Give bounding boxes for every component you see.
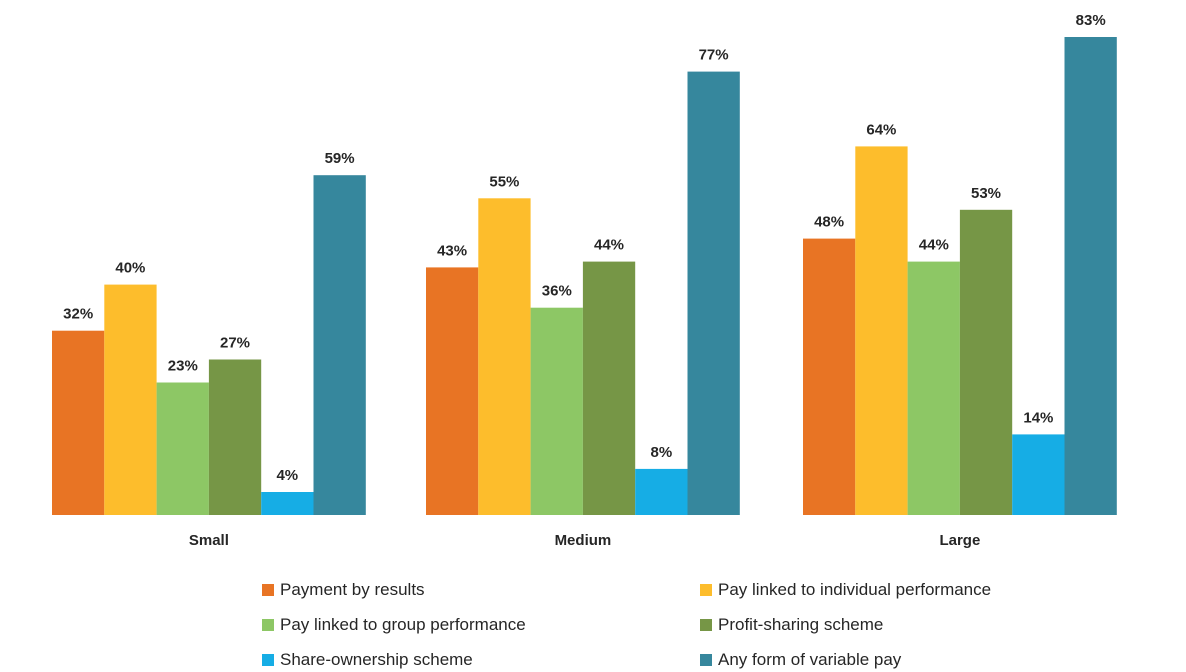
value-labels-layer: 32% 40% 23% 27% 4% 59% 43% 55% 36% 44% 8% 77% 48% 64%… [63, 12, 1106, 484]
legend-label: Pay linked to group performance [280, 615, 526, 634]
bar-large-5 [1012, 434, 1065, 515]
legend-swatch [262, 619, 274, 631]
category-label-medium: Medium [555, 532, 612, 549]
data-label-medium-5: 8% [651, 444, 673, 461]
data-label-large-1: 48% [814, 214, 844, 231]
legend-label: Profit-sharing scheme [718, 615, 884, 634]
data-label-small-5: 4% [276, 467, 298, 484]
legend-label: Share-ownership scheme [280, 650, 473, 669]
data-label-medium-1: 43% [437, 242, 467, 259]
legend-item-1: Payment by results [262, 578, 425, 602]
bar-small-5 [261, 492, 314, 515]
bar-medium-6 [687, 71, 740, 515]
bar-large-6 [1064, 37, 1117, 515]
data-label-medium-2: 55% [489, 173, 519, 190]
bar-small-3 [156, 382, 209, 515]
data-label-large-2: 64% [866, 121, 896, 138]
bar-small-2 [104, 284, 157, 515]
bar-large-3 [907, 261, 960, 515]
data-label-large-3: 44% [919, 237, 949, 254]
category-label-small: Small [189, 532, 229, 549]
bar-medium-2 [478, 198, 531, 516]
bar-medium-4 [582, 261, 636, 515]
bar-small-4 [208, 359, 262, 515]
data-label-small-6: 59% [325, 150, 355, 167]
bar-large-1 [803, 238, 856, 515]
legend-label: Any form of variable pay [718, 650, 902, 669]
category-labels-layer: Small Medium Large [189, 532, 980, 549]
legend-swatch [700, 584, 712, 596]
bar-large-4 [959, 209, 1013, 516]
bar-large-2 [855, 146, 908, 515]
bar-medium-3 [530, 307, 583, 515]
data-label-medium-6: 77% [699, 47, 729, 64]
data-label-large-4: 53% [971, 185, 1001, 202]
data-label-small-3: 23% [168, 358, 198, 375]
category-label-large: Large [939, 532, 980, 549]
legend-label: Pay linked to individual performance [718, 580, 992, 599]
bars-layer [52, 37, 1117, 516]
data-label-medium-3: 36% [542, 283, 572, 300]
legend-swatch [262, 654, 274, 666]
legend-label: Payment by results [280, 580, 425, 599]
data-label-small-2: 40% [115, 260, 145, 277]
bar-small-1 [52, 330, 105, 515]
bar-chart: 32% 40% 23% 27% 4% 59% 43% 55% 36% 44% 8% 77% 48% 64%… [52, 12, 1117, 549]
legend-swatch [262, 584, 274, 596]
data-label-small-4: 27% [220, 335, 250, 352]
legend-item-2: Pay linked to individual performance [700, 578, 991, 602]
legend-swatch [700, 619, 712, 631]
data-label-small-1: 32% [63, 306, 93, 323]
legend-item-4: Profit-sharing scheme [700, 613, 883, 637]
legend-item-5: Share-ownership scheme [262, 648, 473, 672]
bar-small-6 [313, 175, 366, 515]
legend-item-3: Pay linked to group performance [262, 613, 526, 637]
legend-swatch [700, 654, 712, 666]
data-label-large-5: 14% [1023, 409, 1053, 426]
data-label-large-6: 83% [1076, 12, 1106, 29]
legend-item-6: Any form of variable pay [700, 648, 901, 672]
data-label-medium-4: 44% [594, 237, 624, 254]
bar-medium-1 [426, 267, 479, 515]
bar-medium-5 [635, 468, 688, 515]
